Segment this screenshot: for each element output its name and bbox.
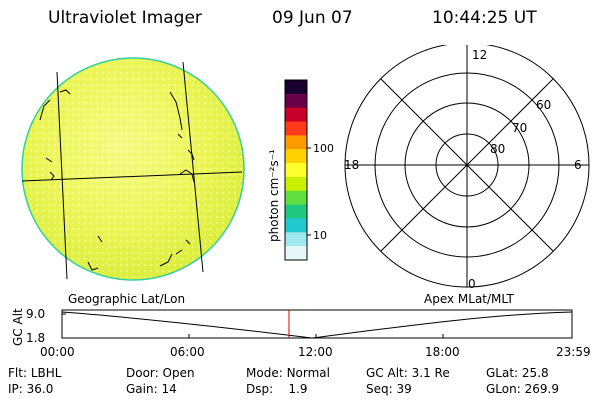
colorbar-band [285, 135, 307, 150]
instrument-title: Ultraviolet Imager [48, 8, 202, 28]
colorbar-band [285, 149, 307, 164]
ytick-9: 9.0 [26, 307, 45, 321]
polar-plot: 12 0 18 6 60 70 80 [344, 45, 590, 291]
colorbar-band [285, 107, 307, 123]
status-gain: Gain: 14 [126, 382, 177, 396]
colorbar-unit-label: photon cm⁻²s⁻¹ [267, 149, 281, 242]
colorbar-tick-10: 10 [313, 229, 327, 242]
colorbar-band [285, 218, 307, 233]
meridian-line [56, 71, 68, 280]
status-ip: IP: 36.0 [8, 382, 54, 396]
colorbar-band [285, 232, 307, 247]
status-seq: Seq: 39 [366, 382, 412, 396]
geographic-label: Geographic Lat/Lon [68, 292, 186, 306]
altitude-plot: GC Alt 9.0 1.8 00:00 06:00 12:00 18:00 2… [11, 307, 591, 359]
mlat-label-80: 80 [490, 142, 505, 156]
mlt-label-18: 18 [344, 158, 359, 172]
parallel-line [21, 171, 243, 182]
time-label: 10:44:25 UT [432, 8, 537, 28]
colorbar-band [285, 121, 307, 136]
altitude-ylabel: GC Alt [11, 308, 25, 346]
xtick-1200: 12:00 [298, 345, 333, 359]
colorbar-band [285, 246, 307, 261]
mlt-label-12: 12 [472, 48, 487, 62]
colorbar-band [285, 163, 307, 178]
xtick-2359: 23:59 [556, 345, 591, 359]
status-glon: GLon: 269.9 [486, 382, 559, 396]
colorbar-band [285, 80, 307, 95]
apex-label: Apex MLat/MLT [424, 292, 514, 306]
colorbar-gradient [285, 80, 307, 261]
meridian-line [182, 61, 204, 273]
status-glat: GLat: 25.8 [486, 366, 549, 380]
status-flt: Flt: LBHL [8, 366, 62, 380]
status-door: Door: Open [126, 366, 195, 380]
date-label: 09 Jun 07 [272, 8, 353, 28]
disk-texture [23, 59, 243, 279]
coastline [39, 89, 195, 271]
mlat-label-70: 70 [512, 121, 527, 135]
colorbar-band [285, 176, 307, 192]
xtick-1800: 18:00 [425, 345, 460, 359]
colorbar-label: photon cm⁻²s⁻¹ [267, 149, 281, 242]
colorbar-band [285, 190, 307, 206]
mlt-label-6: 6 [574, 158, 582, 172]
mlat-label-60: 60 [536, 98, 551, 112]
altitude-curve [61, 311, 573, 339]
mlt-label-0: 0 [468, 277, 476, 291]
status-gc-alt: GC Alt: 3.1 Re [366, 366, 450, 380]
status-dsp: Dsp: 1.9 [246, 382, 308, 396]
colorbar: 100 10 [284, 79, 334, 261]
ytick-1.8: 1.8 [26, 331, 45, 345]
colorbar-band [285, 204, 307, 219]
xtick-0000: 00:00 [40, 345, 75, 359]
xtick-0600: 06:00 [170, 345, 205, 359]
colorbar-tick-100: 100 [313, 142, 334, 155]
colorbar-band [285, 93, 307, 109]
status-mode: Mode: Normal [246, 366, 330, 380]
